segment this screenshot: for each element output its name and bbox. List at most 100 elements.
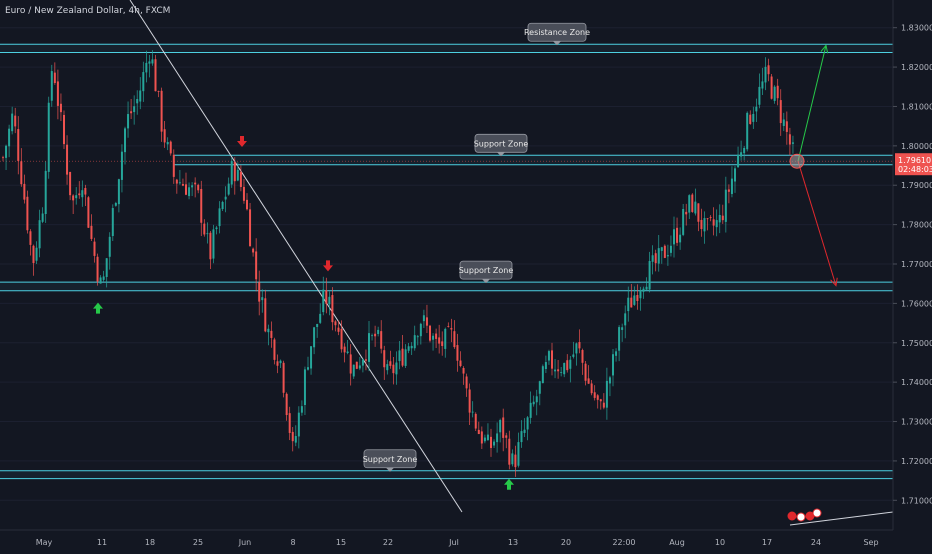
candle-body [654, 253, 657, 264]
candle-body [453, 331, 456, 348]
candle-body [53, 72, 56, 84]
candle-body [340, 328, 343, 350]
x-tick-label: 13 [508, 538, 518, 547]
candle-body [188, 187, 191, 197]
candle-body [547, 351, 550, 361]
candle-body [316, 324, 319, 328]
candle-body [81, 190, 84, 198]
candle-body [38, 220, 41, 249]
candle-body [734, 168, 736, 182]
candle-body [447, 326, 450, 327]
candle-body [139, 90, 142, 102]
chart-title: Euro / New Zealand Dollar, 4h, FXCM [5, 6, 171, 16]
candle-body [468, 389, 471, 413]
candle-body [215, 227, 218, 230]
candle-body [419, 323, 422, 337]
x-tick-label: Sep [863, 538, 878, 547]
candle-body [639, 290, 642, 299]
candle-body [429, 325, 431, 341]
candle-body [569, 359, 572, 369]
candle-body [499, 420, 502, 433]
candle-body [169, 141, 172, 154]
candle-body [206, 233, 209, 235]
zones: Resistance Zone Support Zone Support Zone S… [0, 22, 893, 480]
candle-body [242, 186, 245, 201]
candle-body [651, 255, 654, 262]
candle-body [300, 406, 303, 413]
candle-body [133, 106, 136, 113]
candle-body [124, 128, 126, 153]
zone-label-pointer [482, 279, 490, 284]
candle-body [294, 436, 297, 443]
candle-body [563, 362, 566, 375]
candle-body [279, 360, 282, 364]
candle-body [328, 296, 331, 305]
candle-body [236, 169, 239, 181]
candle-body [755, 106, 758, 112]
candle-body [66, 144, 69, 175]
y-tick-label: 1.79000 [901, 181, 932, 190]
candle-body [581, 350, 584, 363]
zone-label-pointer [553, 41, 561, 46]
candle-body [102, 276, 105, 280]
x-tick-label: 22 [383, 538, 393, 547]
candle-body [413, 335, 416, 349]
candle-body [392, 364, 395, 374]
candle-body [87, 197, 90, 228]
candle-body [194, 182, 197, 185]
candle-body [276, 361, 279, 366]
candle-body [422, 315, 425, 322]
candle-body [514, 454, 517, 468]
candle-body [105, 258, 108, 277]
candle-body [776, 85, 779, 99]
candle-body [636, 295, 639, 301]
swing-low-arrow-up [93, 302, 103, 314]
candle-body [8, 128, 11, 147]
candle-body [185, 184, 187, 195]
projection-arrowhead [820, 44, 829, 54]
candle-body [191, 185, 194, 188]
candle-body [593, 392, 596, 398]
candle-body [425, 317, 428, 326]
candle-body [233, 162, 236, 182]
candle-body [450, 328, 453, 330]
candle-body [587, 378, 590, 384]
candle-body [361, 359, 364, 366]
candle-body [496, 433, 499, 443]
candle-body [142, 72, 145, 92]
y-tick-label: 1.78000 [901, 221, 932, 230]
candle-body [209, 232, 212, 260]
candle-body [532, 401, 535, 405]
candle-body [389, 361, 392, 366]
x-tick-label: 10 [715, 538, 725, 547]
candle-body [727, 189, 730, 192]
candle-body [709, 217, 712, 218]
candle-body [120, 151, 123, 180]
candle-body [178, 182, 181, 184]
candle-body [483, 437, 486, 442]
candle-body [261, 297, 264, 301]
y-tick-label: 1.76000 [901, 299, 932, 308]
candle-body [752, 113, 755, 122]
candle-body [770, 76, 773, 99]
candle-body [151, 59, 154, 64]
candle-body [493, 441, 496, 446]
y-tick-label: 1.72000 [901, 457, 932, 466]
candle-body [371, 335, 374, 337]
candle-body [578, 342, 581, 349]
candle-body [669, 245, 672, 253]
candle-body [50, 71, 53, 101]
candle-body [35, 247, 38, 261]
candle-body [465, 376, 468, 389]
candle-body [596, 395, 599, 400]
candle-body [572, 354, 575, 357]
x-tick-label: 24 [811, 538, 821, 547]
candle-body [72, 195, 75, 201]
candle-body [114, 202, 117, 206]
candle-body [557, 369, 560, 372]
candle-body [111, 208, 114, 237]
candle-body [11, 113, 14, 132]
event-icon [812, 508, 822, 518]
